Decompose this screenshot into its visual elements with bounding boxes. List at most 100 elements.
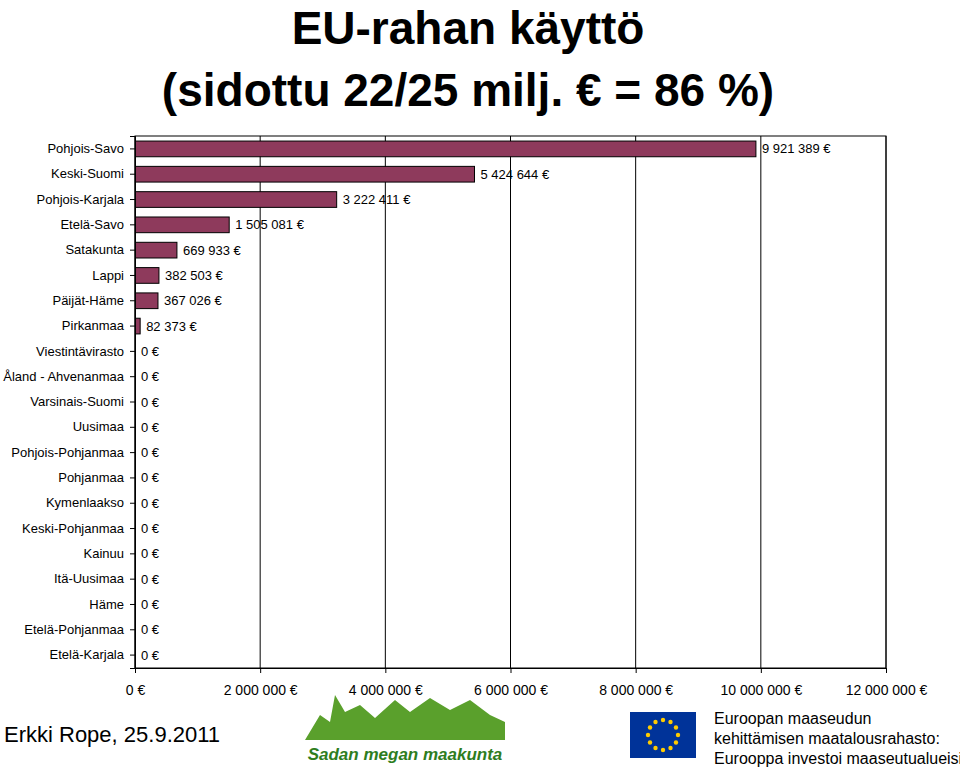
tick: Itä-Uusimaa [54, 571, 135, 586]
category-label: Etelä-Karjala [50, 647, 125, 662]
tick-mark [260, 668, 261, 673]
grid-line [760, 136, 761, 668]
subtitle: (sidottu 22/25 milj. € = 86 %) [162, 64, 774, 116]
tick: Åland - Ahvenanmaa [3, 369, 135, 384]
axis-line [136, 669, 887, 674]
tick-label: 0 € [126, 682, 146, 698]
flag-star [653, 720, 657, 724]
category-label: Kymenlaakso [46, 495, 124, 510]
data-label: 0 € [141, 622, 160, 637]
tick-mark [130, 427, 135, 428]
tick-mark [130, 174, 135, 175]
bar [135, 268, 159, 284]
tick-mark [130, 655, 135, 656]
title: EU-rahan käyttö [292, 2, 645, 54]
tick: Pohjois-Pohjanmaa [11, 445, 135, 460]
tick: 8 000 000 € [599, 668, 673, 698]
category-label: Uusimaa [73, 419, 125, 434]
data-label: 0 € [141, 420, 160, 435]
tick: Päijät-Häme [52, 293, 135, 308]
flag-star [661, 718, 665, 722]
category-label: Pohjanmaa [58, 470, 125, 485]
tick-mark [511, 668, 512, 673]
tick-mark [761, 668, 762, 673]
grid-line [510, 136, 511, 668]
tick: Keski-Pohjanmaa [22, 521, 135, 536]
y-axis: Pohjois-SavoKeski-SuomiPohjois-KarjalaEt… [3, 137, 135, 669]
logo-shape [305, 695, 505, 740]
tick-mark [130, 199, 135, 200]
data-label: 0 € [141, 597, 160, 612]
data-label: 0 € [141, 648, 160, 663]
data-label: 0 € [141, 572, 160, 587]
tick-mark [130, 604, 135, 605]
x-axis: 0 € 2 000 000 € 4 000 000 € 6 000 000 € 8 00… [126, 668, 928, 698]
tick-mark [130, 224, 135, 225]
data-label: 0 € [141, 395, 160, 410]
category-label: Pohjois-Savo [47, 141, 124, 156]
bar [135, 192, 337, 208]
category-label: Pohjois-Karjala [37, 192, 125, 207]
bar [135, 141, 756, 157]
data-labels: 9 921 389 €5 424 644 €3 222 411 €1 505 0… [141, 141, 831, 662]
data-label: 3 222 411 € [343, 192, 411, 207]
tick: Viestintävirasto [36, 344, 135, 359]
flag-star [646, 733, 650, 737]
category-label: Itä-Uusimaa [54, 571, 125, 586]
category-label: Pirkanmaa [62, 318, 125, 333]
grid-line [635, 136, 636, 668]
category-label: Etelä-Savo [60, 217, 124, 232]
grid-line [260, 136, 261, 668]
tick-mark [130, 452, 135, 453]
eu-flag [630, 712, 696, 758]
flag-star [653, 746, 657, 750]
funding-text: Euroopan maaseudun [714, 710, 871, 727]
bars [135, 141, 756, 334]
category-label: Lappi [92, 268, 124, 283]
logo-text: Sadan megan maakunta [308, 745, 503, 764]
bar [135, 293, 158, 309]
tick-mark [130, 579, 135, 580]
category-label: Päijät-Häme [52, 293, 124, 308]
tick: Satakunta [65, 242, 135, 257]
category-label: Varsinais-Suomi [30, 394, 124, 409]
flag-star [674, 740, 678, 744]
flag-star [648, 725, 652, 729]
tick: 12 000 000 € [846, 668, 928, 698]
flag-star [668, 746, 672, 750]
bar [135, 217, 229, 233]
bar [135, 242, 177, 258]
tick: Etelä-Pohjanmaa [24, 622, 135, 637]
tick-mark [130, 402, 135, 403]
plot-frame [135, 136, 886, 668]
tick: Pohjanmaa [58, 470, 135, 485]
tick-label: 6 000 000 € [474, 682, 548, 698]
data-label: 0 € [141, 546, 160, 561]
data-label: 82 373 € [146, 319, 197, 334]
grid [135, 136, 886, 668]
data-label: 5 424 644 € [480, 167, 549, 182]
tick: 0 € [126, 668, 146, 698]
tick-label: 4 000 000 € [349, 682, 423, 698]
tick: Pohjois-Savo [47, 141, 135, 156]
tick-mark [130, 275, 135, 276]
tick: Etelä-Savo [60, 217, 135, 232]
tick-label: 2 000 000 € [224, 682, 298, 698]
axis-line [130, 137, 136, 669]
tick-label: 12 000 000 € [846, 682, 928, 698]
tick: Pirkanmaa [62, 318, 135, 333]
grid-line [385, 136, 386, 668]
tick: Etelä-Karjala [50, 647, 135, 662]
category-label: Pohjois-Pohjanmaa [11, 445, 125, 460]
tick-mark [130, 503, 135, 504]
tick-mark [130, 351, 135, 352]
flag-star [661, 748, 665, 752]
flag-star [674, 725, 678, 729]
flag-star [668, 720, 672, 724]
tick-mark [130, 528, 135, 529]
data-label: 0 € [141, 369, 160, 384]
tick-mark [130, 326, 135, 327]
tick: Pohjois-Karjala [37, 192, 135, 207]
tick: Kainuu [84, 546, 135, 561]
tick-label: 8 000 000 € [599, 682, 673, 698]
